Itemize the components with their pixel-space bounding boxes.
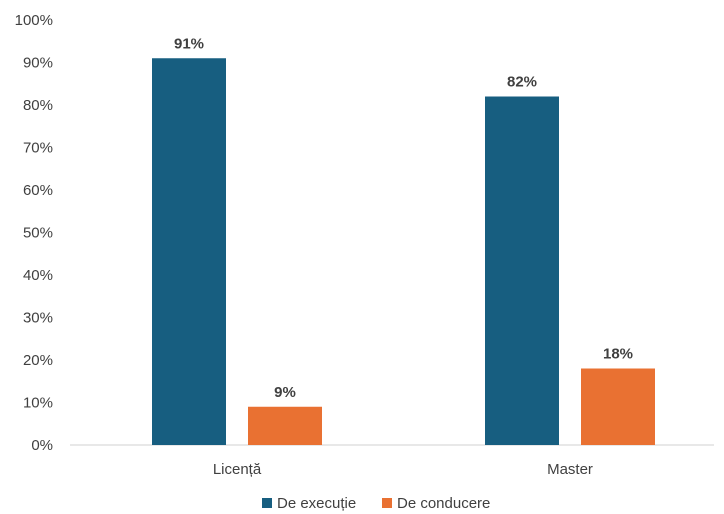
bar [152, 58, 226, 445]
y-tick-label: 40% [23, 267, 53, 284]
y-tick-label: 30% [23, 310, 53, 327]
legend-swatch [382, 498, 392, 508]
x-category-label: Master [547, 461, 593, 478]
bar [248, 406, 322, 445]
y-tick-label: 80% [23, 97, 53, 114]
legend-label: De conducere [397, 495, 490, 512]
legend: De execuție De conducere [262, 495, 490, 512]
data-labels: 91% 82% 9% 18% [174, 35, 633, 401]
x-category-label: Licență [213, 461, 262, 478]
y-tick-label: 90% [23, 55, 53, 72]
y-tick-label: 70% [23, 140, 53, 157]
data-label: 82% [507, 74, 537, 91]
bar [485, 96, 559, 445]
y-tick-label: 10% [23, 395, 53, 412]
y-tick-label: 100% [15, 12, 53, 29]
bar [581, 368, 655, 445]
data-label: 91% [174, 35, 204, 52]
y-axis-ticks: 0% 10% 20% 30% 40% 50% 60% 70% 80% 90% 100% [15, 12, 53, 454]
y-tick-label: 20% [23, 352, 53, 369]
x-axis-category-labels: Licență Master [213, 461, 593, 478]
y-tick-label: 60% [23, 182, 53, 199]
y-tick-label: 0% [31, 437, 53, 454]
data-label: 18% [603, 346, 633, 363]
bars [152, 58, 655, 445]
legend-swatch [262, 498, 272, 508]
y-tick-label: 50% [23, 225, 53, 242]
data-label: 9% [274, 384, 296, 401]
legend-label: De execuție [277, 495, 356, 512]
